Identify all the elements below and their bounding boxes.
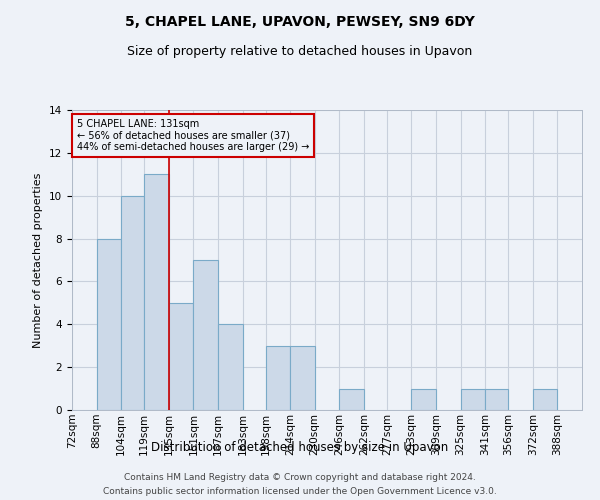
Bar — [339, 388, 364, 410]
Text: Size of property relative to detached houses in Upavon: Size of property relative to detached ho… — [127, 45, 473, 58]
Text: Distribution of detached houses by size in Upavon: Distribution of detached houses by size … — [151, 441, 449, 454]
Bar — [144, 174, 169, 410]
Bar — [218, 324, 242, 410]
Bar — [485, 388, 508, 410]
Bar — [290, 346, 315, 410]
Bar — [169, 303, 193, 410]
Text: 5, CHAPEL LANE, UPAVON, PEWSEY, SN9 6DY: 5, CHAPEL LANE, UPAVON, PEWSEY, SN9 6DY — [125, 15, 475, 29]
Bar — [266, 346, 290, 410]
Bar — [533, 388, 557, 410]
Text: 5 CHAPEL LANE: 131sqm
← 56% of detached houses are smaller (37)
44% of semi-deta: 5 CHAPEL LANE: 131sqm ← 56% of detached … — [77, 119, 310, 152]
Bar — [412, 388, 436, 410]
Bar — [461, 388, 485, 410]
Text: Contains HM Land Registry data © Crown copyright and database right 2024.: Contains HM Land Registry data © Crown c… — [124, 473, 476, 482]
Bar — [97, 238, 121, 410]
Bar — [121, 196, 144, 410]
Bar — [193, 260, 218, 410]
Y-axis label: Number of detached properties: Number of detached properties — [34, 172, 43, 348]
Text: Contains public sector information licensed under the Open Government Licence v3: Contains public sector information licen… — [103, 486, 497, 496]
